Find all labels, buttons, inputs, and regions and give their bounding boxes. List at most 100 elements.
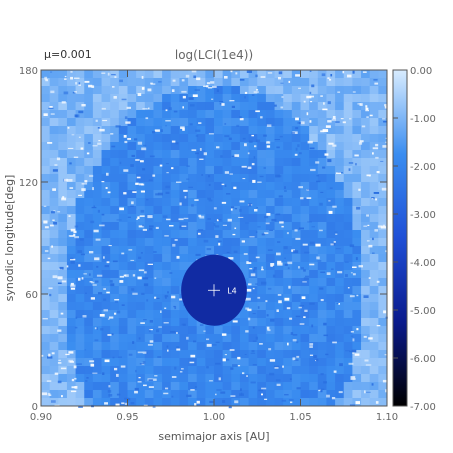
speck	[218, 219, 222, 221]
heatmap-cell	[361, 318, 371, 327]
speck	[342, 121, 346, 124]
heatmap-cell	[84, 286, 94, 295]
speck	[71, 390, 77, 393]
speck	[335, 248, 341, 250]
speck	[269, 229, 273, 231]
speck	[176, 346, 180, 349]
heatmap-cell	[66, 318, 76, 327]
heatmap-cell	[222, 102, 232, 111]
speck	[81, 188, 86, 192]
heatmap-cell	[144, 102, 154, 111]
heatmap-cell	[58, 270, 68, 279]
heatmap-cell	[222, 134, 232, 143]
heatmap-cell	[118, 222, 128, 231]
speck	[165, 120, 171, 122]
speck	[160, 129, 163, 132]
heatmap-cell	[92, 358, 102, 367]
speck	[356, 206, 361, 210]
heatmap-cell	[361, 286, 371, 295]
heatmap-cell	[66, 262, 76, 271]
heatmap-cell	[170, 222, 180, 231]
heatmap-cell	[265, 134, 275, 143]
heatmap-cell	[127, 358, 137, 367]
heatmap-cell	[317, 94, 327, 103]
speck	[292, 131, 298, 134]
speck	[72, 92, 76, 94]
speck	[363, 225, 368, 227]
heatmap-cell	[335, 134, 345, 143]
heatmap-cell	[101, 206, 111, 215]
speck	[247, 152, 250, 155]
heatmap-cell	[222, 350, 232, 359]
speck	[364, 390, 366, 394]
heatmap-cell	[317, 326, 327, 335]
heatmap-cell	[317, 190, 327, 199]
speck	[154, 296, 157, 299]
speck	[103, 288, 106, 290]
heatmap-cell	[361, 142, 371, 151]
heatmap-cell	[92, 78, 102, 87]
heatmap-cell	[41, 78, 51, 87]
heatmap-cell	[335, 302, 345, 311]
heatmap-cell	[66, 390, 76, 399]
heatmap-cell	[248, 214, 258, 223]
heatmap-cell	[41, 310, 51, 319]
heatmap-cell	[378, 310, 388, 319]
speck	[70, 282, 74, 286]
speck	[252, 364, 257, 366]
speck	[142, 108, 148, 110]
heatmap-cell	[257, 214, 267, 223]
speck	[143, 283, 149, 287]
heatmap-cell	[179, 318, 189, 327]
heatmap-cell	[58, 182, 68, 191]
heatmap-cell	[66, 118, 76, 127]
speck	[66, 265, 69, 268]
heatmap-cell	[205, 350, 215, 359]
speck	[320, 130, 325, 133]
y-tick-label: 180	[19, 66, 38, 77]
speck	[303, 316, 306, 318]
heatmap-cell	[257, 86, 267, 95]
heatmap-cell	[49, 118, 59, 127]
heatmap-cell	[231, 182, 241, 191]
speck	[106, 291, 110, 294]
heatmap-cell	[369, 230, 379, 239]
heatmap-cell	[257, 206, 267, 215]
speck	[252, 179, 256, 183]
heatmap-cell	[188, 326, 198, 335]
speck	[242, 137, 246, 140]
heatmap-cell	[326, 166, 336, 175]
heatmap-cell	[58, 246, 68, 255]
speck	[78, 110, 84, 114]
heatmap-cell	[335, 270, 345, 279]
heatmap-cell	[101, 126, 111, 135]
speck	[322, 108, 328, 111]
speck	[234, 154, 240, 157]
speck	[74, 77, 80, 79]
heatmap-cell	[222, 382, 232, 391]
speck	[123, 192, 127, 195]
heatmap-cell	[75, 174, 85, 183]
speck	[287, 267, 290, 270]
heatmap-cell	[153, 334, 163, 343]
heatmap-cell	[136, 70, 146, 79]
heatmap-cell	[153, 78, 163, 87]
heatmap-cell	[274, 342, 284, 351]
heatmap-cell	[92, 206, 102, 215]
heatmap-cell	[162, 270, 172, 279]
heatmap-cell	[317, 350, 327, 359]
speck	[287, 342, 289, 346]
heatmap-cell	[41, 238, 51, 247]
heatmap-cell	[110, 398, 120, 407]
heatmap-cell	[248, 190, 258, 199]
heatmap-cell	[153, 398, 163, 407]
heatmap-cell	[239, 318, 249, 327]
heatmap-cell	[352, 334, 362, 343]
heatmap-cell	[127, 326, 137, 335]
heatmap-cell	[66, 142, 76, 151]
speck	[322, 166, 326, 169]
heatmap-cell	[378, 190, 388, 199]
speck	[186, 336, 189, 340]
heatmap-cell	[127, 270, 137, 279]
speck	[331, 118, 336, 121]
